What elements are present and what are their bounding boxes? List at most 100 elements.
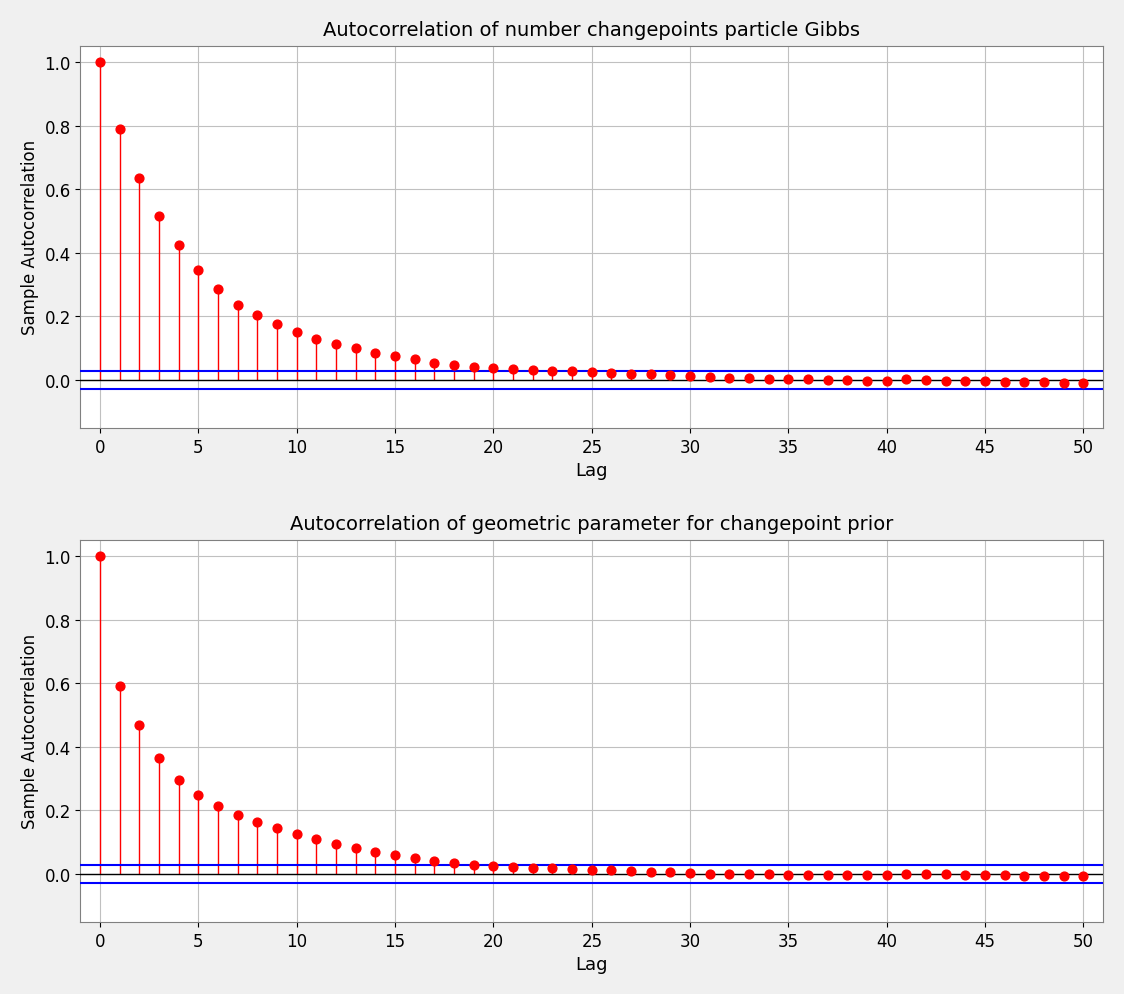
Point xyxy=(741,867,759,883)
Point xyxy=(445,358,463,374)
Point xyxy=(623,863,641,879)
Point xyxy=(426,355,444,371)
Point xyxy=(760,372,778,388)
Point xyxy=(623,367,641,383)
Point xyxy=(524,363,542,379)
Point xyxy=(544,363,562,379)
Point xyxy=(347,341,365,357)
Point xyxy=(229,298,247,314)
Point xyxy=(976,868,994,884)
Point xyxy=(1054,868,1072,884)
Point xyxy=(996,375,1014,391)
Point xyxy=(248,814,266,830)
Title: Autocorrelation of number changepoints particle Gibbs: Autocorrelation of number changepoints p… xyxy=(324,21,860,40)
Point xyxy=(209,282,227,298)
Point xyxy=(170,238,188,253)
Point xyxy=(583,365,601,381)
Point xyxy=(130,717,148,733)
Point xyxy=(936,867,954,883)
Point xyxy=(642,367,660,383)
Point xyxy=(91,55,109,71)
Point xyxy=(897,866,915,882)
Point xyxy=(858,868,876,884)
Point xyxy=(190,787,208,803)
Point xyxy=(505,860,523,876)
Point xyxy=(366,844,384,860)
Point xyxy=(484,361,502,377)
Point xyxy=(858,374,876,390)
Point xyxy=(780,867,798,883)
Point xyxy=(269,317,287,333)
Point xyxy=(347,840,365,856)
X-axis label: Lag: Lag xyxy=(575,461,608,480)
Point xyxy=(563,861,581,877)
Point xyxy=(996,868,1014,884)
Point xyxy=(701,370,719,386)
Point xyxy=(1015,868,1033,884)
Point xyxy=(681,865,699,881)
Point xyxy=(524,860,542,876)
Point xyxy=(760,867,778,883)
Point xyxy=(406,352,424,368)
Point xyxy=(91,549,109,565)
Point xyxy=(387,847,405,863)
Point xyxy=(662,368,680,384)
Point xyxy=(780,372,798,388)
Point xyxy=(130,171,148,187)
Point xyxy=(327,336,345,352)
Point xyxy=(308,831,326,847)
Point xyxy=(1015,375,1033,391)
Point xyxy=(111,679,129,695)
Point xyxy=(229,807,247,823)
Point xyxy=(445,855,463,871)
Point xyxy=(544,861,562,877)
Point xyxy=(799,868,817,884)
Point xyxy=(1075,376,1093,392)
Point xyxy=(878,374,896,390)
Point xyxy=(170,772,188,788)
Point xyxy=(681,369,699,385)
Title: Autocorrelation of geometric parameter for changepoint prior: Autocorrelation of geometric parameter f… xyxy=(290,514,894,534)
Point xyxy=(269,820,287,836)
Point xyxy=(288,827,306,843)
Point xyxy=(563,364,581,380)
Y-axis label: Sample Autocorrelation: Sample Autocorrelation xyxy=(21,140,39,335)
Y-axis label: Sample Autocorrelation: Sample Autocorrelation xyxy=(21,634,39,829)
Point xyxy=(465,857,483,873)
Point xyxy=(720,866,738,882)
Point xyxy=(917,373,935,389)
Point xyxy=(387,349,405,365)
Point xyxy=(917,866,935,882)
Point xyxy=(720,370,738,386)
Point xyxy=(505,362,523,378)
Point xyxy=(819,868,837,884)
Point xyxy=(1075,869,1093,885)
Point xyxy=(878,868,896,884)
Point xyxy=(957,867,975,883)
Point xyxy=(602,366,620,382)
Point xyxy=(366,346,384,362)
Point xyxy=(897,372,915,388)
Point xyxy=(288,325,306,341)
Point xyxy=(799,372,817,388)
Point xyxy=(209,798,227,814)
Point xyxy=(957,374,975,390)
Point xyxy=(406,851,424,867)
Point xyxy=(111,121,129,137)
Point xyxy=(839,373,856,389)
Point xyxy=(248,307,266,323)
Point xyxy=(484,858,502,874)
Point xyxy=(602,863,620,879)
Point xyxy=(190,263,208,279)
Point xyxy=(308,331,326,347)
Point xyxy=(839,868,856,884)
Point xyxy=(819,373,837,389)
Point xyxy=(426,853,444,869)
Point xyxy=(936,374,954,390)
Point xyxy=(662,865,680,881)
Point xyxy=(151,209,169,225)
X-axis label: Lag: Lag xyxy=(575,955,608,973)
Point xyxy=(1035,375,1053,391)
Point xyxy=(583,862,601,878)
Point xyxy=(1035,868,1053,884)
